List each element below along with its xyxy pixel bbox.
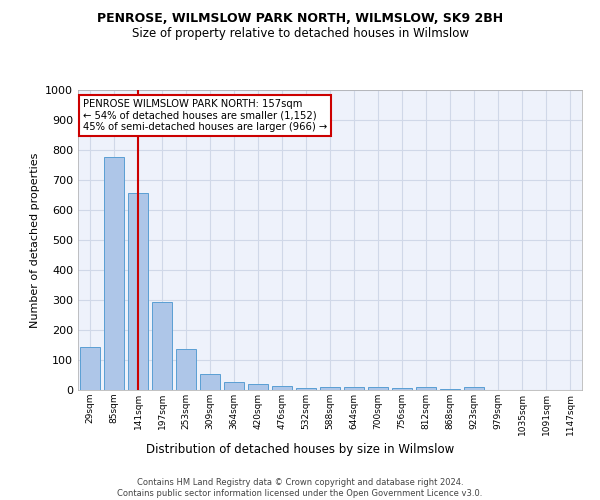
Text: Contains HM Land Registry data © Crown copyright and database right 2024.
Contai: Contains HM Land Registry data © Crown c… xyxy=(118,478,482,498)
Bar xyxy=(176,348,196,390)
Bar xyxy=(80,348,100,390)
Bar xyxy=(440,389,460,390)
Text: Distribution of detached houses by size in Wilmslow: Distribution of detached houses by size … xyxy=(146,442,454,456)
Bar xyxy=(320,387,340,390)
Bar xyxy=(152,302,172,390)
Bar xyxy=(392,388,412,390)
Bar xyxy=(104,156,124,390)
Text: Size of property relative to detached houses in Wilmslow: Size of property relative to detached ho… xyxy=(131,28,469,40)
Bar xyxy=(128,192,148,390)
Bar xyxy=(248,384,268,390)
Bar xyxy=(368,387,388,390)
Text: PENROSE, WILMSLOW PARK NORTH, WILMSLOW, SK9 2BH: PENROSE, WILMSLOW PARK NORTH, WILMSLOW, … xyxy=(97,12,503,26)
Bar xyxy=(464,387,484,390)
Bar xyxy=(296,388,316,390)
Y-axis label: Number of detached properties: Number of detached properties xyxy=(29,152,40,328)
Bar xyxy=(344,387,364,390)
Bar xyxy=(224,382,244,390)
Bar xyxy=(200,374,220,390)
Bar xyxy=(416,387,436,390)
Bar xyxy=(272,386,292,390)
Text: PENROSE WILMSLOW PARK NORTH: 157sqm
← 54% of detached houses are smaller (1,152): PENROSE WILMSLOW PARK NORTH: 157sqm ← 54… xyxy=(83,99,327,132)
